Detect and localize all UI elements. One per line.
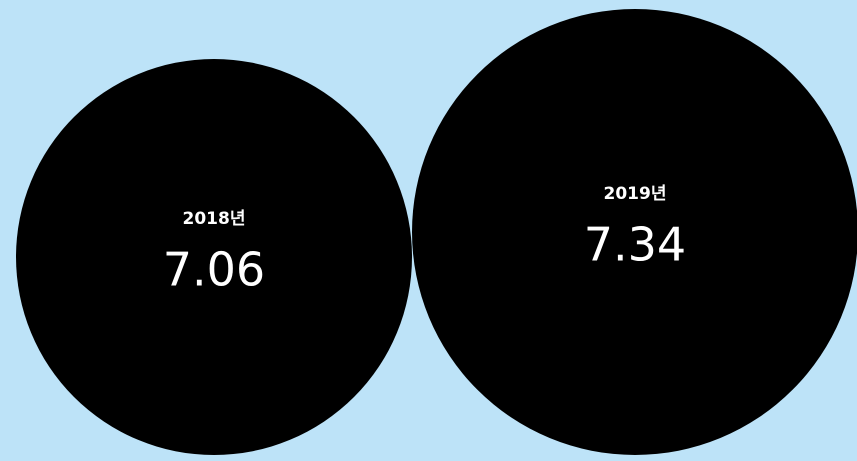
category-label: 2019년 xyxy=(604,184,667,204)
category-label: 2018년 xyxy=(183,209,246,229)
bubble xyxy=(16,59,412,455)
value-label: 7.34 xyxy=(584,218,686,272)
bubble xyxy=(412,9,857,455)
value-label: 7.06 xyxy=(163,243,265,297)
